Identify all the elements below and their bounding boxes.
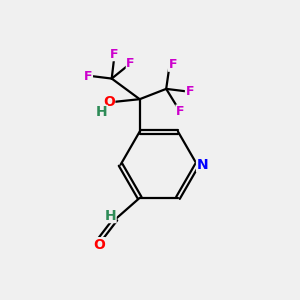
Text: H: H: [96, 105, 107, 119]
Text: N: N: [196, 158, 208, 172]
Text: O: O: [93, 238, 105, 252]
Text: F: F: [84, 70, 92, 83]
Text: F: F: [176, 105, 184, 118]
Text: F: F: [126, 57, 135, 70]
Text: F: F: [110, 48, 118, 61]
Text: F: F: [168, 58, 177, 71]
Text: F: F: [185, 85, 194, 98]
Text: H: H: [104, 208, 116, 223]
Text: O: O: [103, 95, 115, 109]
